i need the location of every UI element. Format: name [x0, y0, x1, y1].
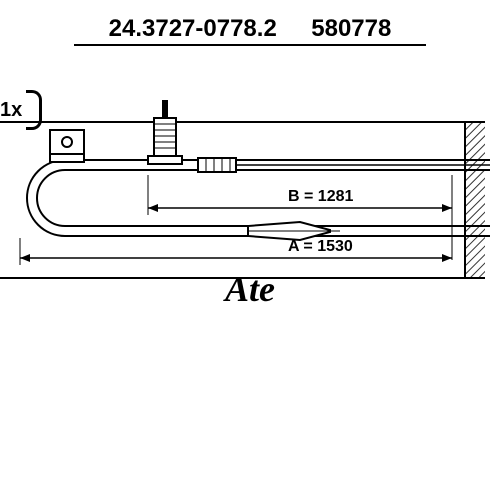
header-underline — [74, 44, 426, 46]
dimension-b-label: B = 1281 — [288, 188, 353, 206]
part-number-alt: 580778 — [311, 15, 391, 43]
adjuster-bolt — [148, 100, 182, 164]
bracket-anchor — [50, 130, 84, 162]
part-number-main: 24.3727-0778.2 — [109, 15, 277, 43]
dimension-a — [20, 238, 452, 265]
header-block: 24.3727-0778.2 580778 — [0, 15, 500, 43]
cable-sleeve-top — [198, 158, 236, 172]
brand-logo: Ate — [225, 268, 275, 310]
dimension-a-label: A = 1530 — [288, 238, 353, 256]
